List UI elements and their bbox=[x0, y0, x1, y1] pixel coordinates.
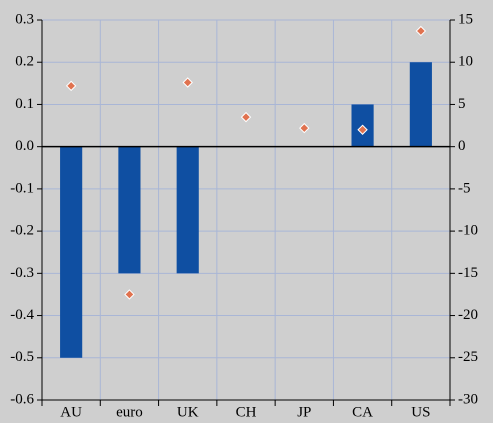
x-tick-label: AU bbox=[60, 404, 82, 420]
x-tick-label: CA bbox=[352, 404, 373, 420]
x-tick-label: JP bbox=[297, 404, 311, 420]
diamond-marker bbox=[299, 122, 310, 134]
y-tick-label: 0.0 bbox=[15, 138, 34, 154]
y2-tick-label: 0 bbox=[458, 138, 466, 154]
bar bbox=[409, 62, 432, 147]
x-tick-label: UK bbox=[177, 404, 199, 420]
y-tick-label: 0.2 bbox=[15, 54, 34, 70]
bar bbox=[176, 146, 199, 274]
y2-tick-label: -15 bbox=[458, 265, 478, 281]
diamond-marker bbox=[357, 124, 368, 135]
y2-tick-label: 5 bbox=[458, 96, 466, 112]
diamond-marker bbox=[415, 25, 427, 37]
y-tick-label: -0.5 bbox=[10, 349, 34, 365]
y-tick-label: -0.3 bbox=[10, 265, 34, 281]
y-tick-label: -0.1 bbox=[10, 180, 34, 196]
diamond-marker bbox=[182, 77, 193, 88]
y-tick-label: 0.1 bbox=[15, 96, 34, 112]
diamond-marker bbox=[124, 289, 135, 300]
diamond-marker bbox=[240, 111, 252, 123]
y2-tick-label: 15 bbox=[458, 11, 473, 27]
y-tick-label: 0.3 bbox=[15, 11, 34, 27]
x-tick-label: euro bbox=[116, 404, 143, 420]
y2-tick-label: -30 bbox=[458, 391, 478, 407]
x-tick-label: CH bbox=[236, 404, 257, 420]
y2-tick-label: 10 bbox=[458, 54, 473, 70]
y2-tick-label: -10 bbox=[458, 223, 478, 239]
y2-tick-label: -5 bbox=[458, 180, 471, 196]
x-tick-label: US bbox=[411, 404, 430, 420]
bar bbox=[60, 146, 83, 358]
bar bbox=[118, 146, 141, 274]
y-tick-label: -0.4 bbox=[10, 307, 34, 323]
y-tick-label: -0.6 bbox=[10, 391, 34, 407]
y-tick-label: -0.2 bbox=[10, 223, 34, 239]
y2-tick-label: -20 bbox=[458, 307, 478, 323]
y2-tick-label: -25 bbox=[458, 349, 478, 365]
diamond-marker bbox=[65, 80, 77, 92]
